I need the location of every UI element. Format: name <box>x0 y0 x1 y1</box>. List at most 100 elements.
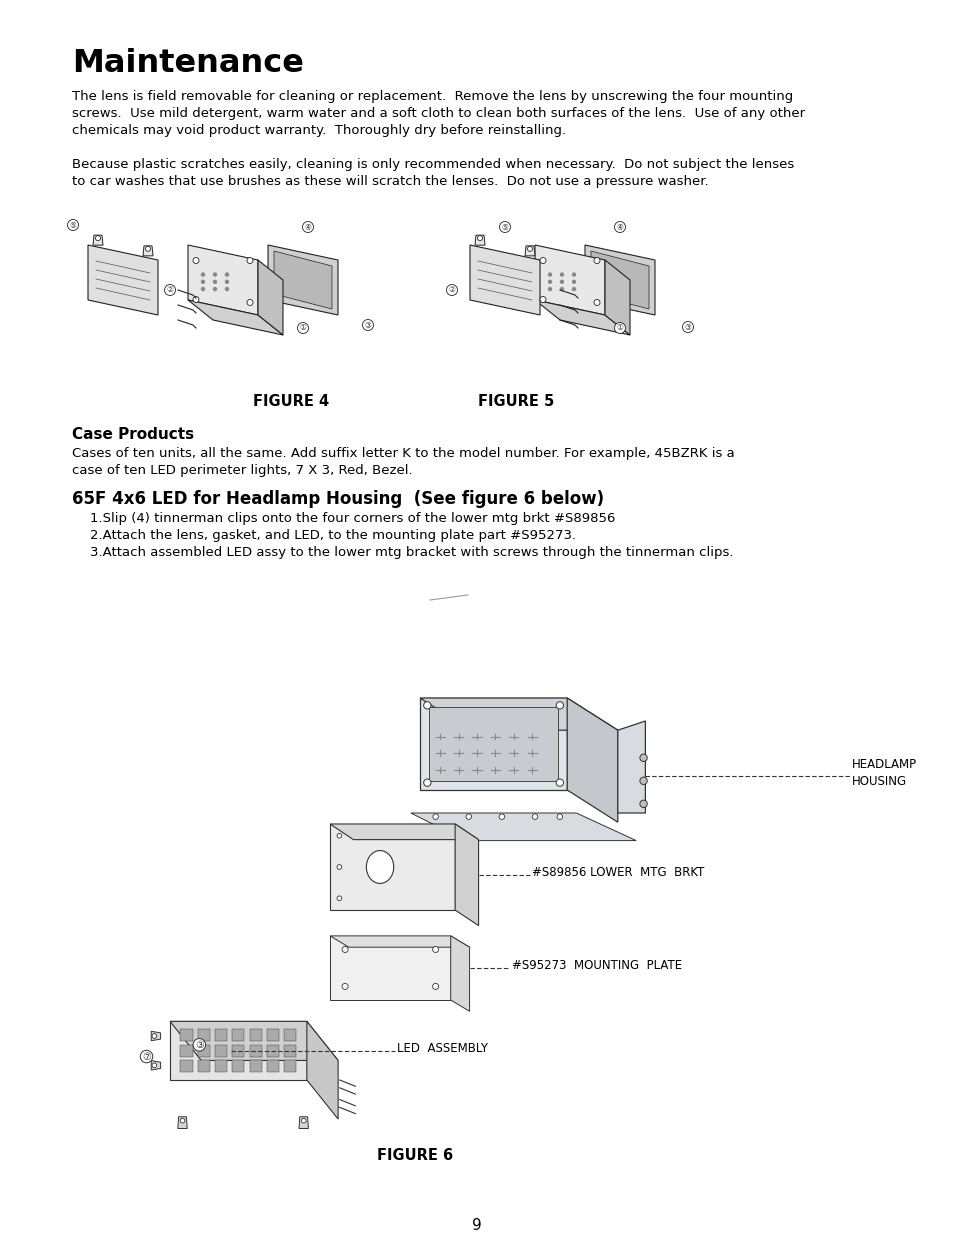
Polygon shape <box>470 245 539 315</box>
Circle shape <box>423 779 431 787</box>
Circle shape <box>572 288 575 290</box>
Polygon shape <box>152 1061 160 1070</box>
Polygon shape <box>152 1031 160 1041</box>
Polygon shape <box>284 1029 296 1041</box>
Circle shape <box>539 258 545 263</box>
Text: Maintenance: Maintenance <box>71 48 304 79</box>
Polygon shape <box>233 1045 244 1057</box>
Circle shape <box>201 288 204 290</box>
Circle shape <box>556 779 563 787</box>
Circle shape <box>614 322 625 333</box>
Polygon shape <box>584 245 655 315</box>
Text: ③: ③ <box>364 321 371 330</box>
Text: screws.  Use mild detergent, warm water and a soft cloth to clean both surfaces : screws. Use mild detergent, warm water a… <box>71 107 804 120</box>
Text: ③: ③ <box>684 322 691 331</box>
Polygon shape <box>170 1021 307 1079</box>
Text: 1.Slip (4) tinnerman clips onto the four corners of the lower mtg brkt #S89856: 1.Slip (4) tinnerman clips onto the four… <box>90 513 615 525</box>
Circle shape <box>560 273 563 277</box>
Circle shape <box>432 946 438 952</box>
Text: The lens is field removable for cleaning or replacement.  Remove the lens by uns: The lens is field removable for cleaning… <box>71 90 792 103</box>
Polygon shape <box>188 300 283 335</box>
Circle shape <box>336 895 341 900</box>
Circle shape <box>193 1039 205 1051</box>
Circle shape <box>213 280 216 283</box>
Text: HEADLAMP: HEADLAMP <box>851 758 916 771</box>
Polygon shape <box>214 1060 227 1072</box>
Polygon shape <box>604 261 629 335</box>
Circle shape <box>557 814 562 820</box>
Polygon shape <box>250 1029 261 1041</box>
Circle shape <box>446 284 457 295</box>
Circle shape <box>247 258 253 263</box>
Polygon shape <box>197 1045 210 1057</box>
Text: ②: ② <box>448 285 455 294</box>
Text: LED  ASSEMBLY: LED ASSEMBLY <box>396 1042 488 1055</box>
Circle shape <box>342 946 348 952</box>
Circle shape <box>556 701 563 709</box>
Polygon shape <box>250 1045 261 1057</box>
Polygon shape <box>284 1060 296 1072</box>
Polygon shape <box>330 824 478 840</box>
Circle shape <box>362 320 374 331</box>
Circle shape <box>152 1034 156 1039</box>
Circle shape <box>527 246 532 252</box>
Text: FIGURE 4: FIGURE 4 <box>253 394 329 409</box>
Circle shape <box>95 236 100 241</box>
Polygon shape <box>524 246 535 256</box>
Polygon shape <box>170 1021 337 1061</box>
Polygon shape <box>233 1060 244 1072</box>
Circle shape <box>336 834 341 839</box>
Circle shape <box>639 755 646 762</box>
Polygon shape <box>330 936 450 1000</box>
Text: 9: 9 <box>472 1218 481 1233</box>
Circle shape <box>539 296 545 303</box>
Circle shape <box>572 280 575 283</box>
Polygon shape <box>267 1045 279 1057</box>
Text: #S95273  MOUNTING  PLATE: #S95273 MOUNTING PLATE <box>512 960 681 972</box>
Text: case of ten LED perimeter lights, 7 X 3, Red, Bezel.: case of ten LED perimeter lights, 7 X 3,… <box>71 464 413 477</box>
Text: ③: ③ <box>194 1040 204 1050</box>
Polygon shape <box>330 824 455 910</box>
Polygon shape <box>567 698 618 823</box>
Text: ②: ② <box>167 285 173 294</box>
Polygon shape <box>274 251 332 309</box>
Polygon shape <box>214 1029 227 1041</box>
Circle shape <box>594 258 599 263</box>
Polygon shape <box>419 698 618 730</box>
Circle shape <box>423 701 431 709</box>
Circle shape <box>146 246 151 252</box>
Circle shape <box>681 321 693 332</box>
Polygon shape <box>618 721 645 813</box>
Circle shape <box>68 220 78 231</box>
Circle shape <box>140 1050 152 1063</box>
Text: HOUSING: HOUSING <box>851 776 906 788</box>
Polygon shape <box>450 936 469 1011</box>
Polygon shape <box>475 235 484 245</box>
Circle shape <box>213 288 216 290</box>
Polygon shape <box>298 1116 308 1129</box>
Polygon shape <box>307 1021 337 1119</box>
Text: chemicals may void product warranty.  Thoroughly dry before reinstalling.: chemicals may void product warranty. Tho… <box>71 124 565 137</box>
Text: ④: ④ <box>304 222 311 231</box>
Circle shape <box>560 288 563 290</box>
Circle shape <box>560 280 563 283</box>
Circle shape <box>201 280 204 283</box>
Polygon shape <box>429 708 558 781</box>
Circle shape <box>639 777 646 784</box>
Polygon shape <box>267 1029 279 1041</box>
Text: 2.Attach the lens, gasket, and LED, to the mounting plate part #S95273.: 2.Attach the lens, gasket, and LED, to t… <box>90 529 576 542</box>
Circle shape <box>342 983 348 989</box>
Circle shape <box>477 236 482 241</box>
Polygon shape <box>177 1116 187 1129</box>
Ellipse shape <box>366 851 394 883</box>
Circle shape <box>297 322 308 333</box>
Circle shape <box>432 983 438 989</box>
Text: 3.Attach assembled LED assy to the lower mtg bracket with screws through the tin: 3.Attach assembled LED assy to the lower… <box>90 546 733 559</box>
Text: to car washes that use brushes as these will scratch the lenses.  Do not use a p: to car washes that use brushes as these … <box>71 175 708 188</box>
Polygon shape <box>419 698 567 790</box>
Circle shape <box>548 288 551 290</box>
Text: Case Products: Case Products <box>71 427 193 442</box>
Polygon shape <box>143 246 152 256</box>
Circle shape <box>193 296 199 303</box>
Circle shape <box>548 280 551 283</box>
